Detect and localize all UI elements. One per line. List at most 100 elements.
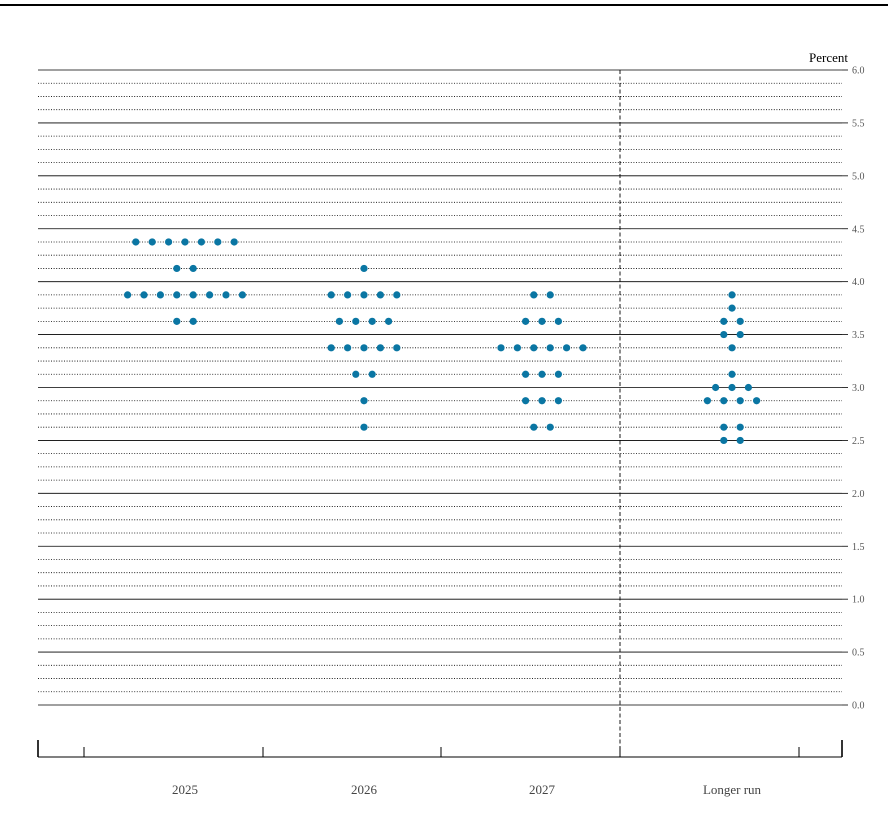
- dot-marker: [522, 370, 530, 378]
- dot-marker: [728, 344, 736, 352]
- dot-marker: [753, 397, 761, 405]
- dot-marker: [165, 238, 173, 246]
- dot-marker: [546, 291, 554, 299]
- dot-marker: [703, 397, 712, 405]
- dot-marker: [189, 317, 197, 325]
- dot-marker: [728, 370, 736, 378]
- dot-marker: [554, 397, 563, 405]
- dot-marker: [538, 370, 546, 378]
- dot-marker: [728, 291, 736, 299]
- dot-marker: [206, 291, 214, 299]
- dot-marker: [530, 291, 538, 299]
- dot-marker: [132, 238, 140, 246]
- dot-marker: [546, 423, 554, 431]
- dot-marker: [736, 317, 744, 325]
- y-tick-label: 1.0: [852, 595, 865, 606]
- dot-marker: [368, 370, 376, 378]
- dot-marker: [720, 397, 728, 405]
- x-category-label: 2027: [529, 782, 556, 797]
- dot-marker: [579, 344, 587, 352]
- dot-marker: [720, 423, 728, 431]
- dot-marker: [720, 436, 728, 445]
- dot-marker: [327, 344, 335, 352]
- dot-marker: [385, 317, 393, 325]
- dot-marker: [736, 397, 744, 405]
- dot-marker: [497, 344, 505, 352]
- dot-marker: [728, 304, 736, 312]
- dot-marker: [148, 238, 156, 246]
- dot-marker: [124, 291, 132, 299]
- dot-marker: [156, 291, 164, 299]
- category-labels: 2025 2026 2027 Longer run: [172, 782, 762, 797]
- y-axis-unit-label: Percent: [809, 50, 848, 65]
- dot-marker: [736, 330, 744, 339]
- dot-marker: [327, 291, 335, 299]
- dot-marker: [554, 370, 563, 378]
- dot-marker: [360, 264, 368, 273]
- dot-marker: [563, 344, 571, 352]
- dot-marker: [173, 264, 181, 273]
- dot-marker: [744, 383, 753, 392]
- y-tick-label: 2.5: [852, 436, 865, 447]
- dot-marker: [214, 238, 222, 246]
- dot-marker: [368, 317, 376, 325]
- x-category-label: 2025: [172, 782, 198, 797]
- y-tick-label: 4.5: [852, 224, 865, 235]
- dot-marker: [360, 423, 368, 431]
- y-tick-label: 3.0: [852, 383, 865, 394]
- y-tick-label: 5.5: [852, 118, 865, 129]
- dot-marker: [736, 423, 744, 431]
- dot-marker: [360, 344, 368, 352]
- dot-marker: [181, 238, 189, 246]
- dot-marker: [189, 264, 197, 273]
- y-tick-label: 6.0: [852, 66, 865, 77]
- dot-marker: [393, 291, 401, 299]
- dot-marker: [189, 291, 197, 299]
- dot-marker: [522, 397, 530, 405]
- dot-marker: [352, 317, 360, 325]
- x-axis: [37, 740, 843, 758]
- y-tick-label: 1.5: [852, 542, 865, 553]
- dot-marker: [140, 291, 148, 299]
- dot-marker: [344, 344, 352, 352]
- y-tick-label: 4.0: [852, 277, 865, 288]
- top-rule: [0, 4, 888, 6]
- dot-marker: [554, 317, 563, 325]
- dot-marker: [376, 344, 384, 352]
- dot-marker: [230, 238, 238, 246]
- dot-marker: [720, 317, 728, 325]
- dot-marker: [222, 291, 230, 299]
- dot-marker: [393, 344, 401, 352]
- dot-marker: [197, 238, 205, 246]
- gridlines: [38, 69, 848, 706]
- dot-marker: [238, 291, 246, 299]
- x-category-label: Longer run: [703, 782, 762, 797]
- dot-marker: [530, 344, 538, 352]
- dots: [124, 238, 761, 445]
- dot-marker: [712, 383, 720, 392]
- dot-marker: [728, 383, 736, 392]
- y-tick-label: 3.5: [852, 330, 865, 341]
- y-tick-label: 5.0: [852, 171, 865, 182]
- dot-marker: [360, 397, 368, 405]
- dot-marker: [335, 317, 343, 325]
- x-category-label: 2026: [351, 782, 378, 797]
- dot-marker: [352, 370, 360, 378]
- dot-marker: [173, 317, 181, 325]
- dot-marker: [173, 291, 181, 299]
- dot-marker: [360, 291, 368, 299]
- dot-marker: [546, 344, 554, 352]
- dot-marker: [522, 317, 530, 325]
- y-tick-label: 0.5: [852, 648, 865, 659]
- y-tick-label: 2.0: [852, 489, 865, 500]
- dot-marker: [538, 317, 546, 325]
- y-tick-label: 0.0: [852, 701, 865, 712]
- dot-marker: [720, 330, 728, 339]
- dot-marker: [530, 423, 538, 431]
- dot-marker: [513, 344, 522, 352]
- dot-marker: [376, 291, 384, 299]
- dot-marker: [736, 436, 744, 445]
- y-tick-labels: 6.0 5.5 5.0 4.5 4.0 3.5 3.0 2.5 2.0 1.5 1.0 0.5 0.0: [852, 66, 865, 712]
- dot-marker: [538, 397, 546, 405]
